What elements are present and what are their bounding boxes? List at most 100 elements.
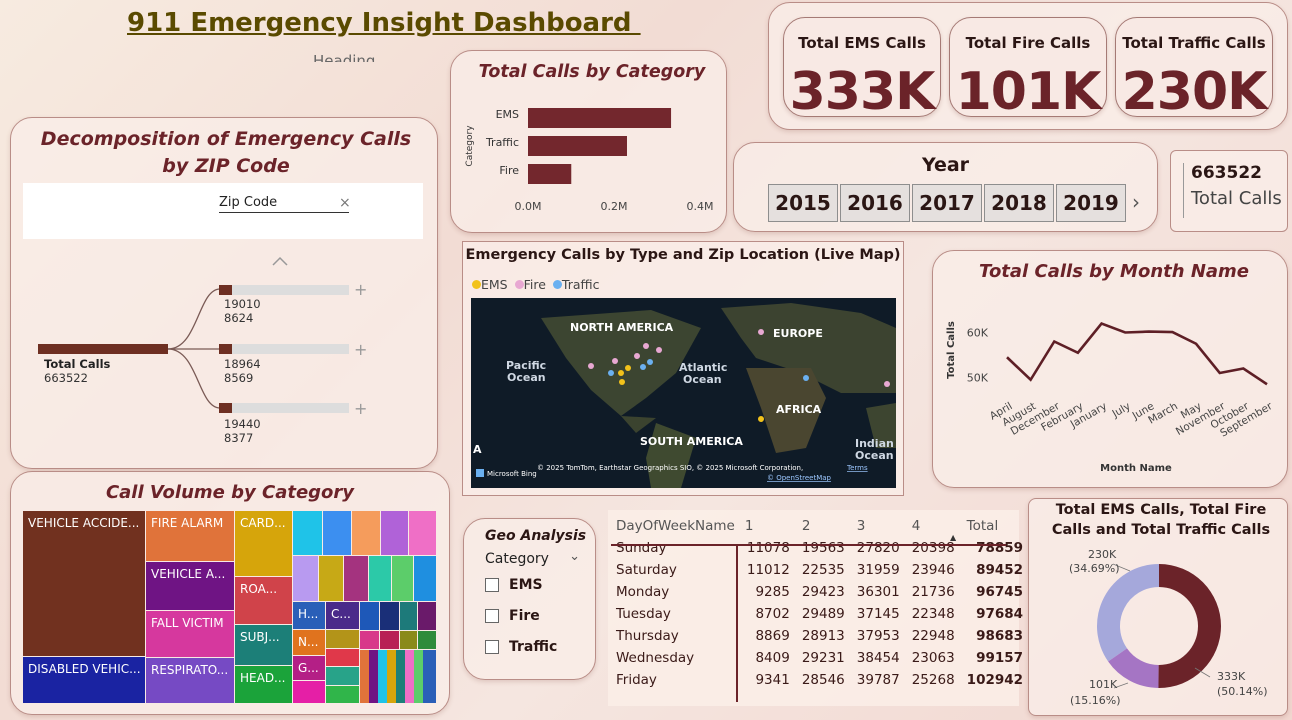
geo-category-dropdown[interactable]: Category ⌄: [485, 549, 580, 567]
treemap-tile-vehicle-a[interactable]: VEHICLE A...: [146, 562, 234, 610]
treemap-tile-disabled-vehicle[interactable]: DISABLED VEHIC...: [23, 657, 145, 703]
map-point: [625, 365, 631, 371]
treemap-tile-crimson[interactable]: [380, 631, 399, 649]
donut-slice-traffic[interactable]: [1097, 564, 1159, 662]
treemap-tile-orange[interactable]: [352, 511, 380, 555]
treemap-tile-green[interactable]: [392, 556, 413, 601]
treemap-tile-olive[interactable]: [319, 556, 343, 601]
donut-slice-fire[interactable]: [1108, 648, 1159, 688]
treemap-tile-g[interactable]: G...: [293, 656, 325, 680]
matrix-row-total: 99157: [976, 650, 1024, 666]
treemap-tile-plum[interactable]: [344, 556, 368, 601]
treemap-tile-n[interactable]: N...: [293, 630, 325, 655]
matrix-row-day: Wednesday: [616, 650, 695, 666]
year-2015[interactable]: 2015: [768, 184, 838, 222]
treemap-tile-teal2[interactable]: [400, 602, 417, 630]
treemap-tile-small[interactable]: [360, 650, 436, 703]
treemap-tile-h[interactable]: H...: [293, 602, 325, 629]
map-points: [588, 329, 890, 422]
treemap-tile-lav[interactable]: [293, 556, 318, 601]
matrix-row-total: 78859: [976, 540, 1024, 556]
month-line[interactable]: [1006, 321, 1268, 386]
map-osm-link[interactable]: © OpenStreetMap: [767, 474, 832, 482]
treemap-tile-vehicle-accident[interactable]: VEHICLE ACCIDE...: [23, 511, 145, 656]
world-map[interactable]: NORTH AMERICA EUROPE Pacific Ocean Atlan…: [471, 298, 896, 488]
decomp-node-1[interactable]: [219, 285, 349, 295]
checkbox-icon[interactable]: [485, 609, 499, 623]
treemap-tile-blue1[interactable]: [293, 511, 322, 555]
treemap-tile-seafoam[interactable]: [326, 667, 359, 685]
kpi-traffic-label: Total Traffic Calls: [1122, 34, 1266, 52]
matrix-row-day: Monday: [616, 584, 670, 600]
treemap-tile-navy1[interactable]: [360, 602, 379, 630]
treemap-tile-fall-victim[interactable]: FALL VICTIM: [146, 611, 234, 657]
donut-slice-ems[interactable]: [1158, 564, 1222, 688]
matrix-header-2[interactable]: 2: [801, 518, 811, 534]
treemap-tile-blue2[interactable]: [323, 511, 351, 555]
geo-option-traffic[interactable]: Traffic: [485, 639, 557, 655]
treemap-tile-mustard[interactable]: [326, 630, 359, 648]
matrix-row-total: 89452: [976, 562, 1024, 578]
category-bar-title: Total Calls by Category: [478, 62, 706, 82]
matrix-header-day[interactable]: DayOfWeekName: [616, 518, 735, 534]
matrix-row: Monday 9285 29423 36301 21736 96745: [610, 581, 1029, 603]
bar-traffic[interactable]: [528, 136, 627, 156]
year-2016[interactable]: 2016: [840, 184, 910, 222]
decomp-root-label: Total Calls: [44, 357, 111, 371]
chevron-up-icon[interactable]: [271, 252, 289, 270]
decomp-node-2-zip: 18964: [224, 357, 261, 371]
matrix-header-total[interactable]: Total: [966, 518, 999, 534]
treemap-tile-rose[interactable]: [360, 631, 379, 649]
treemap-tile-fire-alarm[interactable]: FIRE ALARM: [146, 511, 234, 561]
treemap-tile-red[interactable]: [326, 649, 359, 666]
kpi-traffic-value: 230K: [1121, 62, 1268, 122]
chevron-right-icon[interactable]: ›: [1132, 190, 1140, 214]
matrix-header-4[interactable]: 4: [911, 518, 921, 534]
close-icon[interactable]: ×: [339, 195, 351, 211]
map-terms-link[interactable]: Terms: [846, 464, 868, 472]
year-2018[interactable]: 2018: [984, 184, 1054, 222]
bar-category-label: EMS: [496, 108, 519, 121]
treemap-tile-cardiac[interactable]: CARD...: [235, 511, 292, 576]
treemap-tile-road[interactable]: ROA...: [235, 577, 292, 624]
treemap-tile-c[interactable]: C...: [326, 602, 359, 629]
treemap-tile-green2[interactable]: [418, 631, 436, 649]
map-point: [640, 364, 646, 370]
geo-option-ems[interactable]: EMS: [485, 577, 543, 593]
map-point: [634, 353, 640, 359]
expand-plus-icon[interactable]: +: [354, 340, 368, 359]
matrix-header-3[interactable]: 3: [856, 518, 866, 534]
treemap-tile-purple[interactable]: [381, 511, 408, 555]
year-2017[interactable]: 2017: [912, 184, 982, 222]
treemap-tile-lime[interactable]: [326, 686, 359, 703]
matrix-header-1[interactable]: 1: [744, 518, 754, 534]
treemap-tile-navy2[interactable]: [380, 602, 399, 630]
year-2019[interactable]: 2019: [1056, 184, 1126, 222]
map-point: [643, 343, 649, 349]
bar-fire[interactable]: [528, 164, 572, 184]
treemap-tile-olive2[interactable]: [400, 631, 417, 649]
expand-plus-icon[interactable]: +: [354, 399, 368, 418]
bar-ems[interactable]: [528, 108, 672, 128]
treemap-tile-purple2[interactable]: [418, 602, 436, 630]
geo-option-fire[interactable]: Fire: [485, 608, 540, 624]
map-label-atlantic: Atlantic: [679, 361, 727, 374]
treemap-tile-sky[interactable]: [414, 556, 436, 601]
treemap-tile-pink[interactable]: [409, 511, 436, 555]
treemap-tile-subject[interactable]: SUBJ...: [235, 625, 292, 665]
treemap-tile-teal[interactable]: [369, 556, 391, 601]
expand-plus-icon[interactable]: +: [354, 280, 368, 299]
map-point: [647, 359, 653, 365]
checkbox-icon[interactable]: [485, 640, 499, 654]
treemap-tile-respiratory[interactable]: RESPIRATO...: [146, 658, 234, 703]
geo-category-label: Category: [485, 551, 549, 567]
matrix-cell: 39787: [856, 672, 900, 688]
decomp-node-3[interactable]: [219, 403, 349, 413]
treemap-tile-magenta[interactable]: [293, 681, 325, 703]
checkbox-icon[interactable]: [485, 578, 499, 592]
treemap-tile-head[interactable]: HEAD...: [235, 666, 292, 703]
month-chart-title: Total Calls by Month Name: [978, 261, 1250, 282]
decomp-node-2-value: 8569: [224, 371, 254, 385]
decomp-root-bar[interactable]: [38, 344, 168, 354]
decomp-node-2[interactable]: [219, 344, 349, 354]
